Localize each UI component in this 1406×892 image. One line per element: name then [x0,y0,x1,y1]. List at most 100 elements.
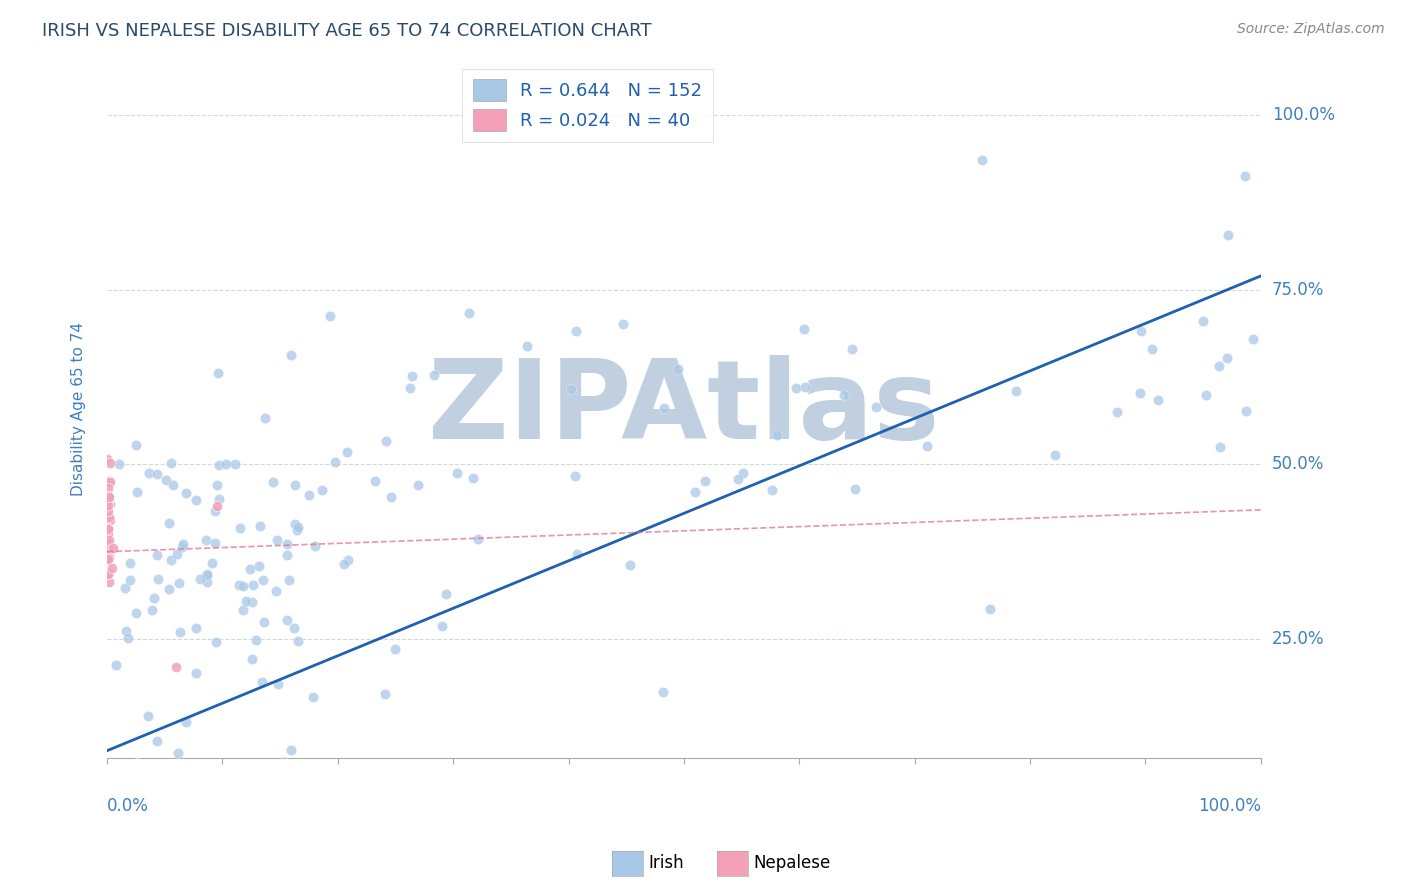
Point [398,381,420,395]
Point [323,455,346,469]
Point [97,494,120,508]
Point [304,540,326,554]
Point [120,573,142,587]
Point [228,577,250,591]
Point [979,602,1001,616]
Point [184,665,207,680]
Point [245,632,267,647]
Point [114,581,136,595]
Point [159,456,181,470]
Point [467,532,489,546]
Point [565,547,588,561]
Point [97,493,120,508]
Point [319,309,342,323]
Point [1234,169,1257,183]
Point [262,475,284,489]
Point [727,472,749,486]
Point [793,322,815,336]
Point [235,593,257,607]
Point [693,474,716,488]
Point [446,467,468,481]
Point [242,652,264,666]
Point [97,566,120,581]
Point [865,400,887,414]
Point [375,434,398,449]
Text: Irish: Irish [648,855,683,872]
Point [197,566,219,581]
Point [117,632,139,646]
Point [284,478,307,492]
Point [266,533,288,547]
Point [115,624,138,638]
Point [1241,332,1264,346]
Point [97,551,120,566]
Point [172,537,194,551]
Text: Nepalese: Nepalese [754,855,831,872]
Point [166,547,188,561]
Text: 25.0%: 25.0% [1272,630,1324,648]
Point [167,746,190,760]
Point [298,488,321,502]
Point [97,513,120,527]
Point [136,709,159,723]
Point [1192,314,1215,328]
Point [247,559,270,574]
Point [280,743,302,757]
Point [208,491,231,506]
Point [107,457,129,471]
Point [148,573,170,587]
Point [380,490,402,504]
Point [285,523,308,537]
Point [1142,342,1164,356]
Point [97,490,120,504]
Point [250,675,273,690]
Point [97,503,120,517]
Point [98,497,121,511]
Point [333,557,356,571]
Point [184,622,207,636]
Point [276,537,298,551]
Point [105,658,128,673]
Point [280,348,302,362]
Point [666,362,689,376]
Point [406,477,429,491]
Point [124,438,146,452]
Point [194,533,217,547]
Point [201,557,224,571]
Point [176,485,198,500]
Text: 100.0%: 100.0% [1272,106,1334,125]
Point [157,516,180,530]
Point [1209,440,1232,454]
Point [457,306,479,320]
Point [374,687,396,701]
Point [972,153,994,167]
Point [252,573,274,587]
Point [205,635,228,649]
Point [97,539,120,553]
Point [287,633,309,648]
Point [162,477,184,491]
Point [97,524,120,538]
Point [564,469,586,483]
Point [311,483,333,497]
Point [434,587,457,601]
Point [98,575,121,590]
Point [253,615,276,630]
Point [98,456,121,470]
Point [204,536,226,550]
Point [239,562,262,576]
Point [97,510,120,524]
Point [267,677,290,691]
Point [242,577,264,591]
Point [765,428,787,442]
Point [97,489,120,503]
Point [208,458,231,473]
Point [125,756,148,770]
Point [127,485,149,500]
Point [207,366,229,380]
Point [1129,386,1152,401]
Point [97,533,120,547]
Point [229,521,252,535]
Point [204,504,226,518]
Point [167,576,190,591]
